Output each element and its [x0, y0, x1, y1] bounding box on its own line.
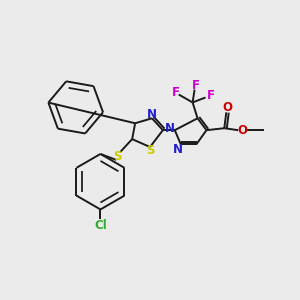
- Text: F: F: [172, 86, 180, 99]
- Text: S: S: [113, 150, 122, 164]
- Text: S: S: [146, 143, 154, 157]
- Text: O: O: [222, 101, 232, 114]
- Text: N: N: [165, 122, 175, 135]
- Text: F: F: [206, 89, 214, 102]
- Text: O: O: [237, 124, 247, 137]
- Text: N: N: [173, 142, 183, 155]
- Text: F: F: [192, 79, 200, 92]
- Text: Cl: Cl: [94, 219, 107, 232]
- Text: N: N: [147, 108, 157, 121]
